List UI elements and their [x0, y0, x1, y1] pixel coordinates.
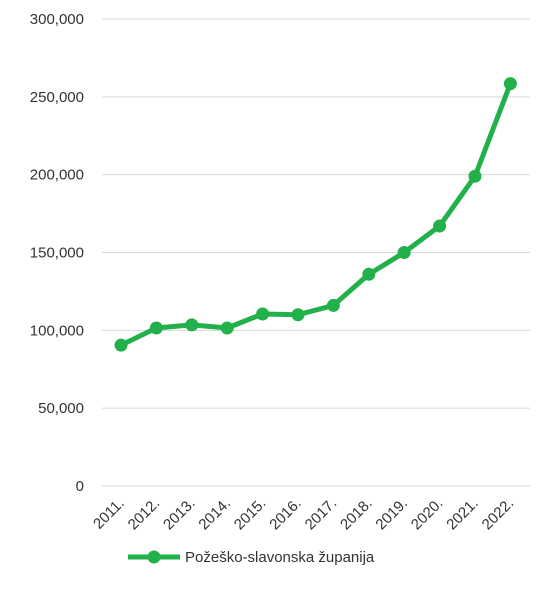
data-point	[362, 267, 376, 281]
x-axis-tick-labels: 2011.2012.2013.2014.2015.2016.2017.2018.…	[90, 495, 517, 534]
y-tick-label: 300,000	[30, 11, 84, 28]
data-point	[291, 308, 305, 322]
x-tick-label: 2015.	[231, 495, 270, 534]
y-axis-tick-labels: 0 50,000 100,000 150,000 200,000 250,000 300,0…	[30, 11, 84, 495]
legend-marker-swatch	[147, 550, 161, 564]
data-point	[114, 338, 128, 352]
y-tick-label: 250,000	[30, 89, 84, 106]
y-tick-label: 150,000	[30, 245, 84, 262]
x-tick-label: 2016.	[266, 495, 305, 534]
y-tick-label: 50,000	[38, 400, 84, 417]
data-point	[149, 321, 163, 335]
y-tick-label: 200,000	[30, 167, 84, 184]
x-tick-label: 2011.	[90, 495, 128, 533]
series-layer	[114, 77, 517, 352]
legend-label: Požeško-slavonska županija	[185, 549, 375, 566]
data-point	[185, 318, 199, 332]
series-line	[118, 81, 513, 348]
data-point	[433, 219, 447, 233]
x-tick-label: 2014.	[195, 495, 234, 534]
legend: Požeško-slavonska županija	[128, 549, 375, 566]
y-tick-label: 100,000	[30, 322, 84, 339]
x-tick-label: 2012.	[125, 495, 164, 534]
x-tick-label: 2022.	[479, 495, 518, 534]
data-point	[397, 246, 411, 259]
x-tick-label: 2017.	[302, 495, 341, 534]
x-tick-label: 2021.	[443, 495, 482, 534]
gridlines	[102, 18, 530, 487]
data-point	[220, 321, 234, 335]
data-point	[468, 169, 482, 183]
x-tick-label: 2020.	[408, 495, 447, 534]
data-point	[256, 307, 270, 321]
x-tick-label: 2013.	[160, 495, 199, 534]
data-point	[503, 77, 517, 91]
data-point	[326, 298, 340, 312]
x-tick-label: 2019.	[372, 495, 411, 534]
x-tick-label: 2018.	[337, 495, 376, 534]
y-tick-label: 0	[76, 478, 84, 495]
